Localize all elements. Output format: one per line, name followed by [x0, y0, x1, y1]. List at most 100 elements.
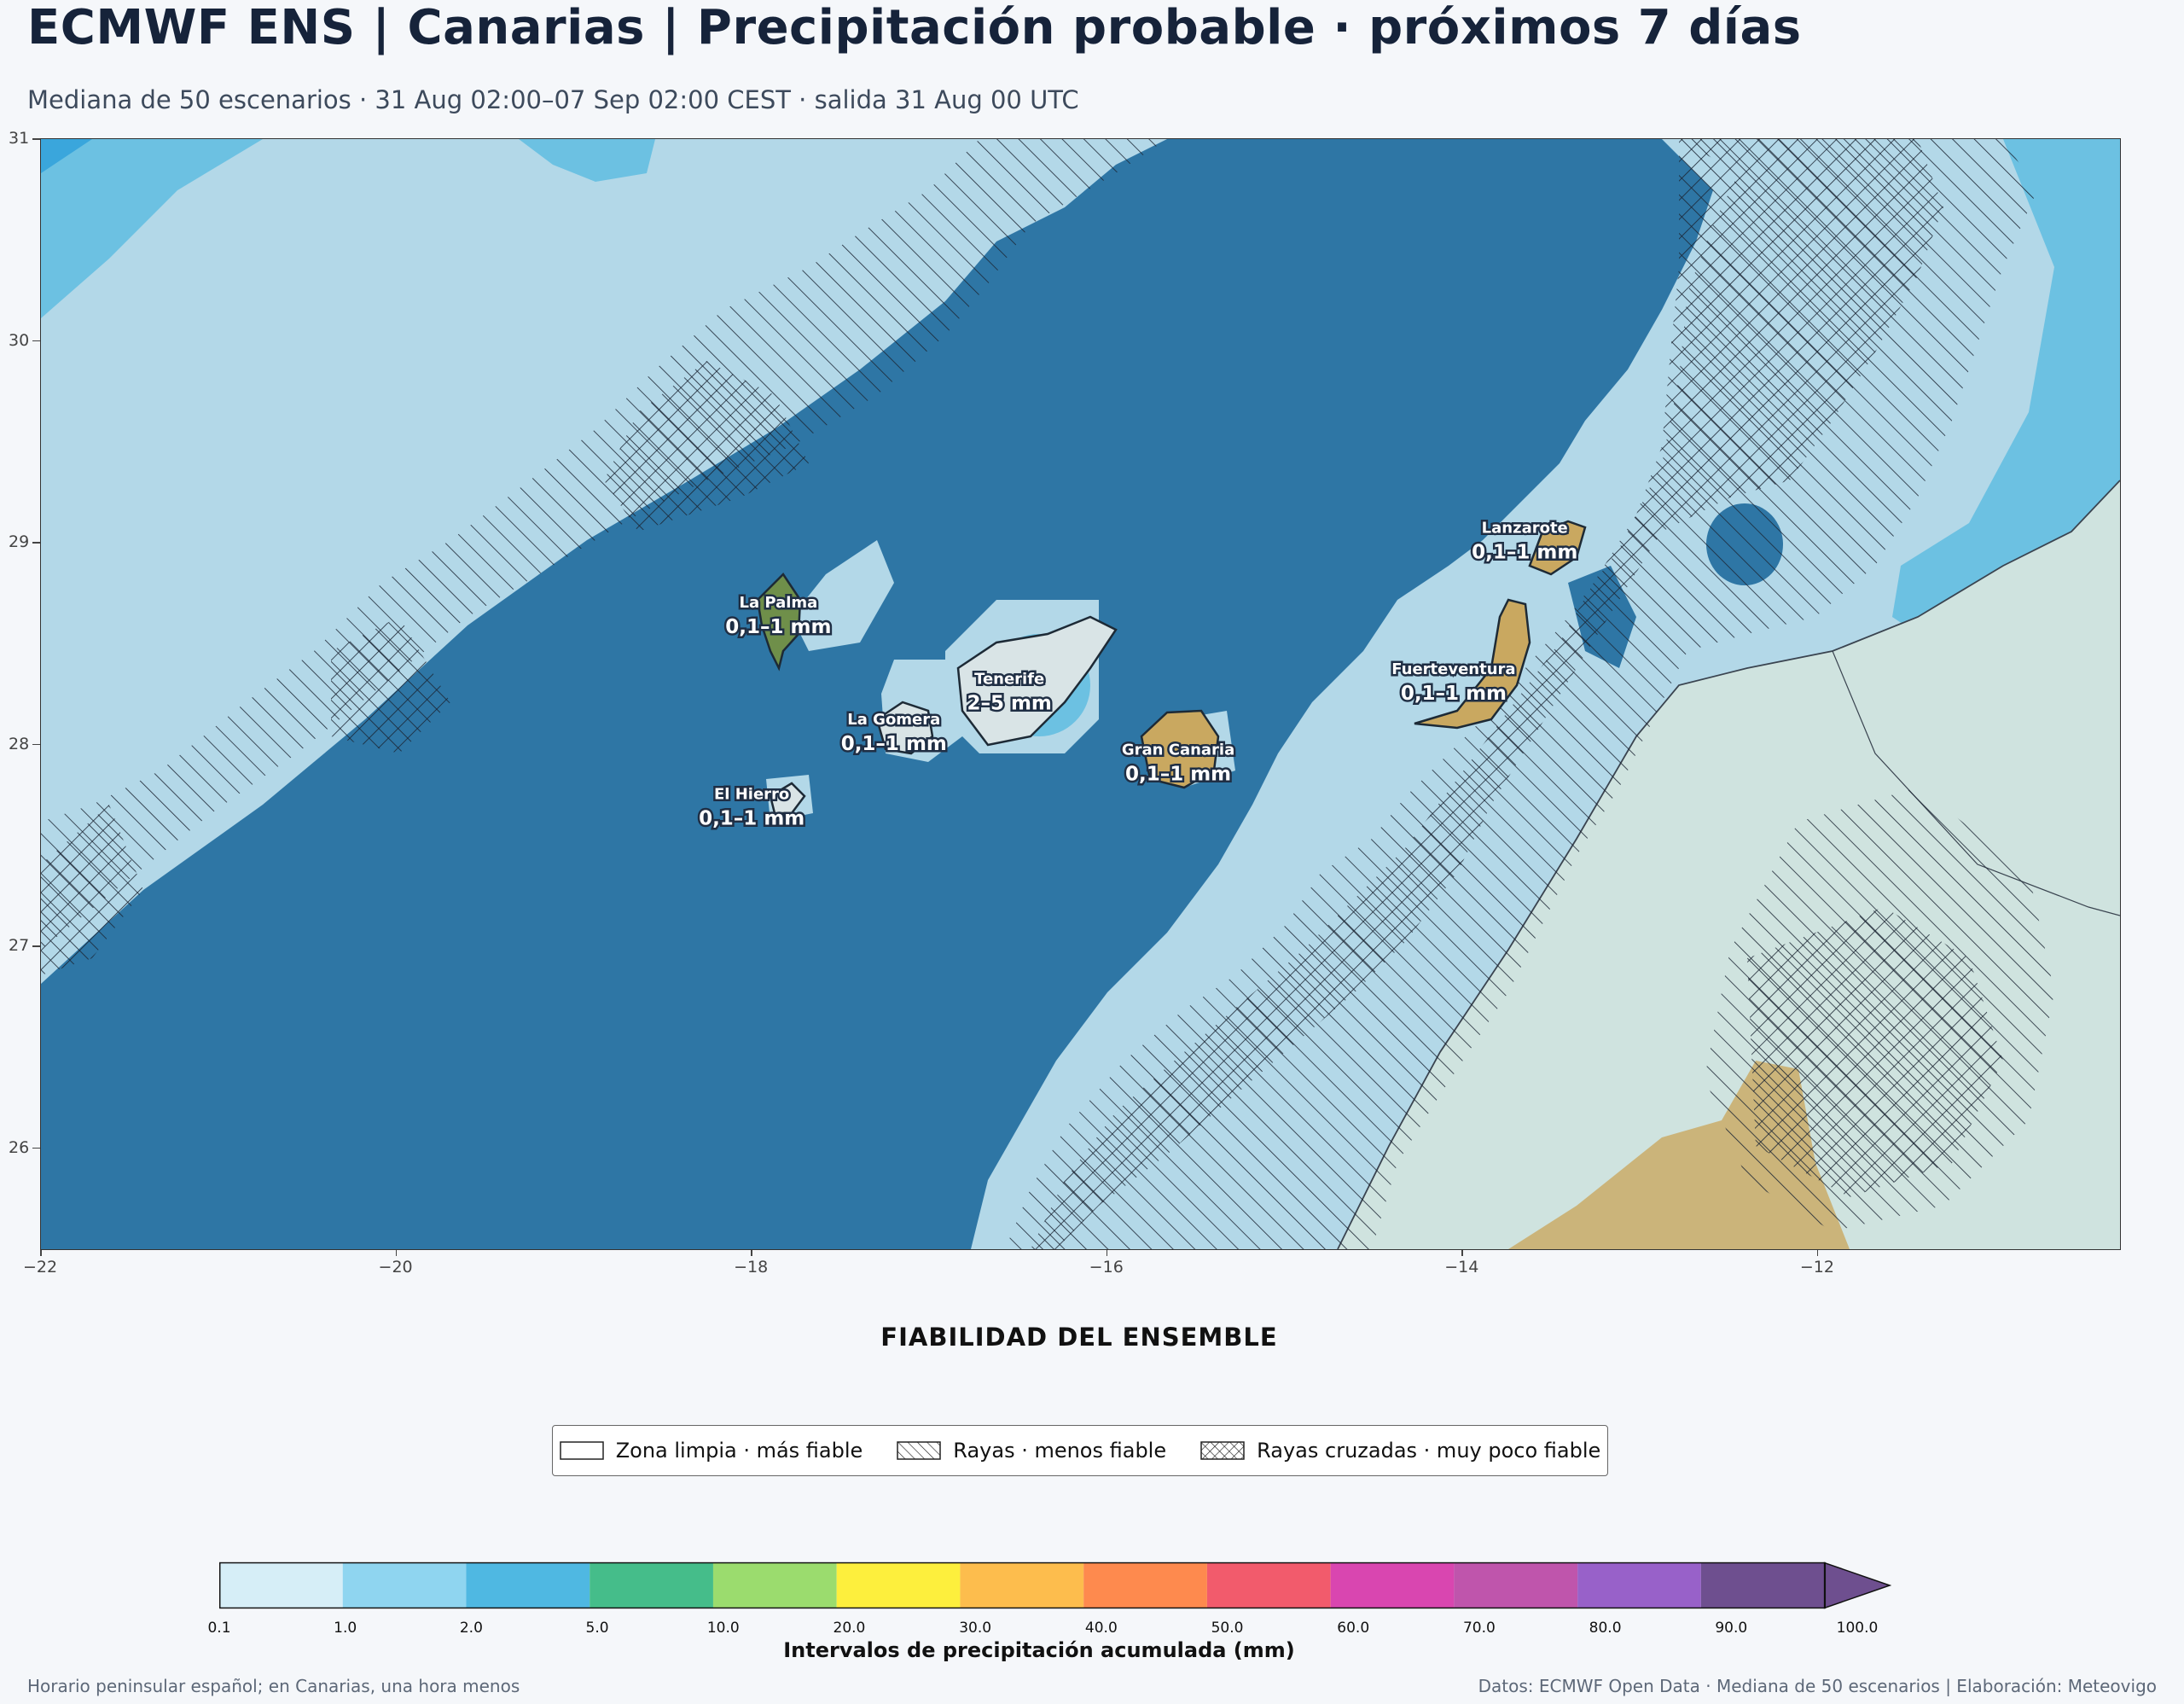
colorbar-tick-label: 5.0	[585, 1620, 609, 1637]
page-title: ECMWF ENS | Canarias | Precipitación pro…	[27, 0, 1802, 55]
colorbar-tick-label: 1.0	[334, 1620, 357, 1637]
precip-patch-lapalma	[792, 540, 894, 651]
precip-blue-corner	[41, 139, 92, 173]
legend-swatch-cross	[1200, 1441, 1245, 1460]
colorbar-tick-label: 10.0	[706, 1620, 740, 1637]
cross-zone-nw	[604, 361, 809, 532]
colorbar-segment	[219, 1562, 343, 1608]
island-tenerife	[956, 615, 1118, 747]
precipitation-map[interactable]: La Palma 0,1–1 mm Tenerife 2–5 mm La Gomera 0…	[40, 138, 2121, 1250]
island-label-tenerife: Tenerife 2–5 mm	[965, 668, 1054, 717]
island-la-gomera	[875, 701, 934, 755]
island-precip-value: 0,1–1 mm	[1125, 763, 1231, 785]
colorbar-segment	[1577, 1562, 1701, 1608]
precip-mid-area-nw	[41, 139, 263, 318]
colorbar-segment	[590, 1562, 713, 1608]
legend-item-diagonal: Rayas · menos fiable	[897, 1439, 1166, 1463]
legend-label-clean: Zona limpia · más fiable	[615, 1439, 863, 1463]
y-tick-label: 31	[9, 129, 30, 148]
colorbar-tick-label: 100.0	[1836, 1620, 1879, 1637]
island-precip-value: 0,1–1 mm	[699, 808, 804, 830]
colorbar-tick-label: 30.0	[959, 1620, 992, 1637]
cross-zone-east	[1031, 139, 1943, 1249]
y-tick-mark	[32, 743, 40, 746]
island-name: Tenerife	[974, 671, 1044, 689]
island-la-palma	[756, 573, 802, 672]
reliability-legend-title: FIABILIDAD DEL ENSEMBLE	[880, 1323, 1278, 1352]
y-tick-mark	[32, 1147, 40, 1149]
colorbar-segment	[712, 1562, 837, 1608]
x-tick-label: −16	[1089, 1258, 1124, 1277]
page-subtitle: Mediana de 50 escenarios · 31 Aug 02:00–…	[27, 85, 1079, 114]
island-fuerteventura	[1414, 598, 1531, 730]
colorbar-segment	[1330, 1562, 1455, 1608]
cross-zone-sw	[41, 805, 143, 975]
colorbar-segment	[1083, 1562, 1207, 1608]
legend-swatch-diagonal	[897, 1441, 942, 1460]
y-tick-mark	[32, 340, 40, 342]
colorbar-tick-label: 40.0	[1084, 1620, 1118, 1637]
y-tick-label: 28	[9, 734, 30, 753]
colorbar-tick-label: 70.0	[1462, 1620, 1496, 1637]
colorbar-tick-label: 2.0	[459, 1620, 483, 1637]
island-name: Gran Canaria	[1122, 741, 1234, 759]
y-tick-label: 29	[9, 532, 30, 552]
x-tick-mark	[1461, 1248, 1463, 1256]
x-tick-label: −18	[734, 1258, 769, 1277]
island-el-hierro	[769, 782, 806, 815]
y-tick-mark	[32, 542, 40, 544]
cross-zone-africa	[1747, 907, 2003, 1197]
island-gran-canaria	[1140, 709, 1220, 789]
colorbar-title: Intervalos de precipitación acumulada (m…	[783, 1638, 1295, 1662]
island-lanzarote	[1528, 520, 1587, 576]
footer-note: Horario peninsular español; en Canarias,…	[27, 1676, 520, 1696]
island-label-lanzarote: Lanzarote 0,1–1 mm	[1470, 517, 1580, 566]
island-precip-value: 0,1–1 mm	[725, 616, 831, 638]
x-tick-label: −20	[378, 1258, 413, 1277]
x-tick-label: −14	[1444, 1258, 1479, 1277]
legend-swatch-clean	[559, 1441, 604, 1460]
island-precip-value: 2–5 mm	[967, 693, 1051, 715]
x-tick-mark	[1816, 1248, 1819, 1256]
island-precip-value: 0,1–1 mm	[841, 733, 947, 755]
colorbar-outline	[219, 1562, 1827, 1609]
y-tick-mark	[32, 945, 40, 947]
colorbar-segment	[960, 1562, 1084, 1608]
island-labels: La Palma 0,1–1 mm Tenerife 2–5 mm La Gomera 0…	[697, 517, 1580, 832]
legend-label-cross: Rayas cruzadas · muy poco fiable	[1257, 1439, 1601, 1463]
legend-label-diagonal: Rayas · menos fiable	[953, 1439, 1167, 1463]
island-name: Fuerteventura	[1391, 660, 1515, 678]
footer-credits: Datos: ECMWF Open Data · Mediana de 50 e…	[1478, 1676, 2157, 1696]
island-label-el-hierro: El Hierro 0,1–1 mm	[697, 783, 807, 832]
y-tick-label: 27	[9, 936, 30, 956]
colorbar-tick-label: 50.0	[1211, 1620, 1244, 1637]
island-name: La Gomera	[847, 711, 940, 729]
colorbar-segment	[1700, 1562, 1825, 1608]
island-name: El Hierro	[714, 786, 789, 804]
cross-zone-w	[331, 617, 450, 753]
y-tick-mark	[32, 138, 40, 140]
x-tick-label: −12	[1799, 1258, 1834, 1277]
island-label-gran-canaria: Gran Canaria 0,1–1 mm	[1119, 739, 1236, 788]
x-tick-label: −22	[22, 1258, 58, 1277]
colorbar-tick-label: 80.0	[1589, 1620, 1622, 1637]
precipitation-colorbar	[219, 1562, 1891, 1609]
x-tick-mark	[395, 1248, 398, 1256]
x-tick-mark	[751, 1248, 752, 1256]
colorbar-tick-label: 0.1	[207, 1620, 231, 1637]
legend-item-cross: Rayas cruzadas · muy poco fiable	[1200, 1439, 1600, 1463]
island-name: La Palma	[739, 594, 817, 612]
legend-item-clean: Zona limpia · más fiable	[559, 1439, 863, 1463]
island-label-fuerteventura: Fuerteventura 0,1–1 mm	[1390, 658, 1518, 707]
colorbar-segment	[1454, 1562, 1578, 1608]
island-label-la-palma: La Palma 0,1–1 mm	[723, 591, 834, 640]
island-label-la-gomera: La Gomera 0,1–1 mm	[839, 708, 949, 757]
island-precip-value: 0,1–1 mm	[1472, 541, 1577, 563]
colorbar-tick-label: 20.0	[833, 1620, 866, 1637]
island-precip-value: 0,1–1 mm	[1401, 683, 1507, 705]
reliability-legend: Zona limpia · más fiable Rayas · menos f…	[552, 1425, 1608, 1476]
colorbar-extend-arrow	[1823, 1562, 1891, 1609]
colorbar-segment	[342, 1562, 467, 1608]
y-tick-label: 26	[9, 1137, 30, 1157]
precip-mid-area-n	[519, 139, 655, 182]
